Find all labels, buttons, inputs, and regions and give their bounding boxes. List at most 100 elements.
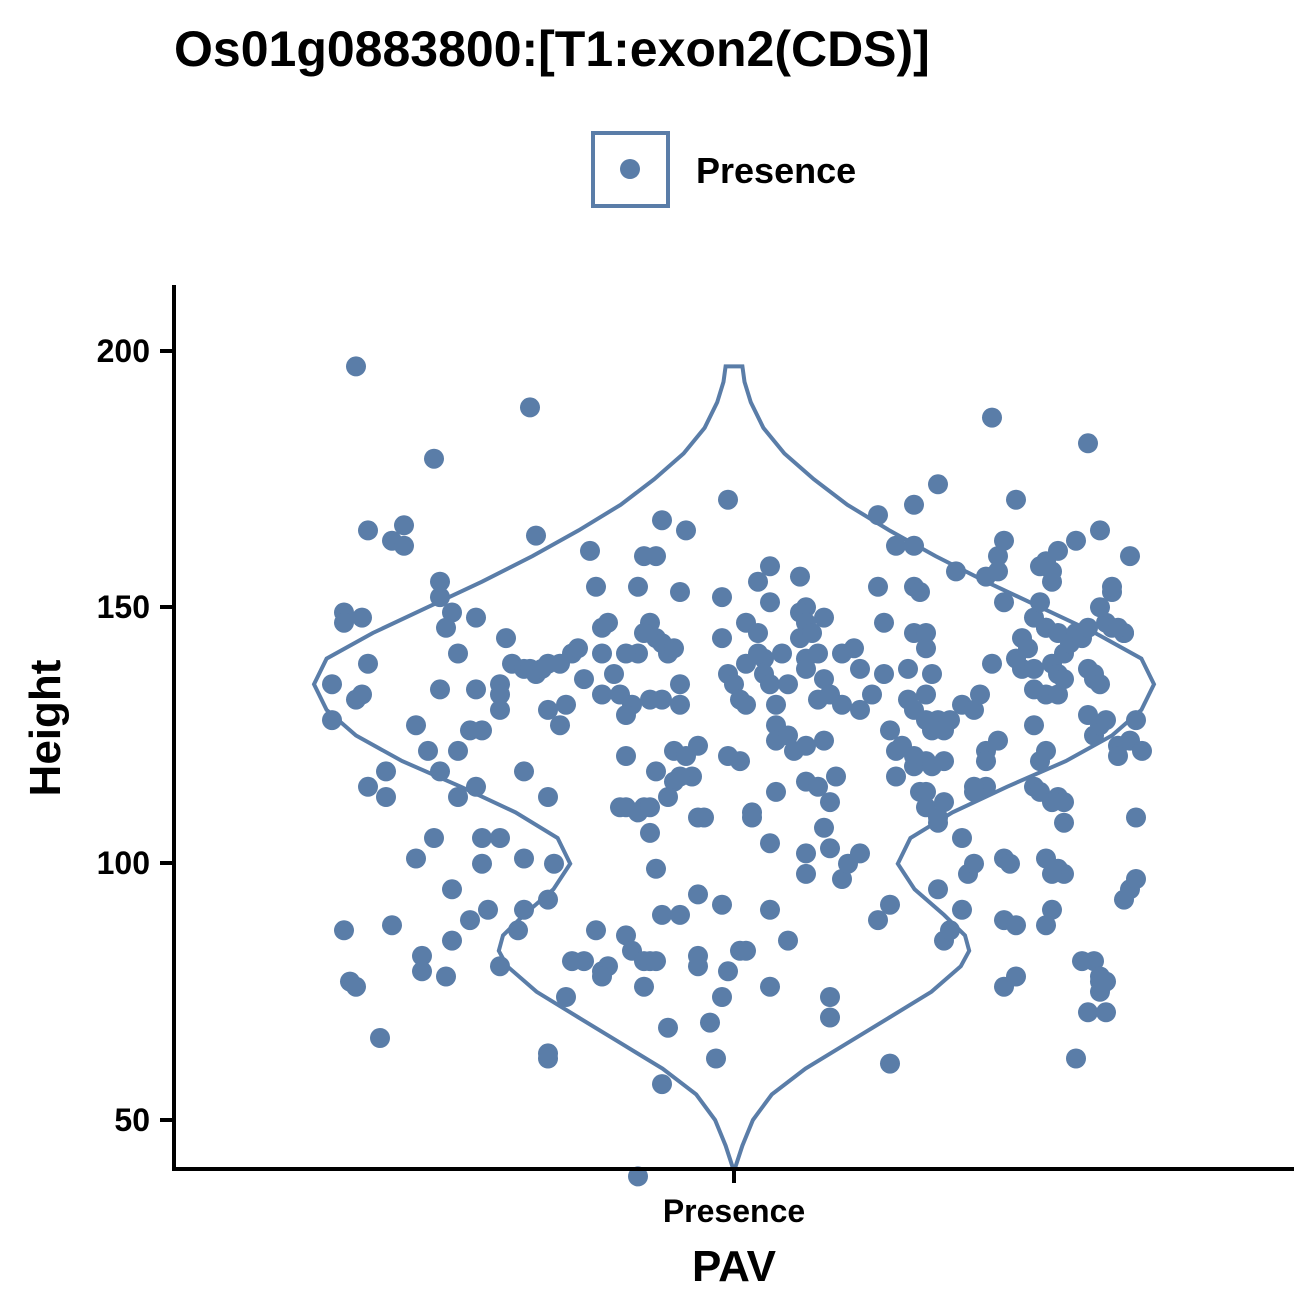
data-point (1042, 899, 1062, 920)
data-point (406, 848, 426, 869)
data-point (1096, 710, 1116, 731)
data-point (586, 576, 606, 597)
legend-key (591, 131, 670, 208)
data-point (556, 987, 576, 1007)
data-point (406, 715, 426, 736)
data-point (520, 397, 540, 418)
data-point (1090, 971, 1110, 992)
data-point (988, 561, 1008, 582)
data-point (478, 899, 498, 920)
data-point (760, 833, 780, 854)
data-point (712, 987, 732, 1007)
data-point (928, 879, 948, 900)
data-point (982, 653, 1002, 674)
data-points (322, 356, 1152, 1187)
data-point (850, 843, 870, 864)
data-point (514, 899, 534, 920)
data-point (1054, 812, 1074, 833)
data-point (802, 623, 822, 643)
x-tick-label-presence: Presence (663, 1193, 805, 1229)
data-point (790, 566, 810, 587)
data-point (658, 1017, 678, 1038)
data-point (652, 689, 672, 710)
data-point (466, 776, 486, 797)
data-point (640, 797, 660, 818)
data-point (1120, 546, 1140, 567)
data-point (742, 802, 762, 823)
data-point (916, 623, 936, 643)
data-point (430, 571, 450, 592)
y-tick-label-100: 100 (97, 845, 150, 881)
data-point (1090, 674, 1110, 695)
data-point (616, 925, 636, 946)
data-point (574, 951, 594, 972)
data-point (898, 658, 918, 679)
data-point (430, 761, 450, 782)
data-point (688, 884, 708, 905)
data-point (538, 1048, 558, 1069)
data-point (322, 674, 342, 695)
data-point (976, 751, 996, 772)
data-point (916, 797, 936, 818)
data-point (490, 828, 510, 848)
data-point (748, 643, 768, 664)
data-point (832, 694, 852, 715)
data-point (628, 1166, 648, 1187)
data-point (808, 776, 828, 797)
data-point (1078, 617, 1098, 638)
data-point (604, 664, 624, 684)
y-axis-title: Height (21, 659, 70, 796)
data-point (670, 582, 690, 602)
data-point (760, 592, 780, 613)
data-point (508, 920, 528, 941)
data-point (322, 710, 342, 731)
y-tick-label-150: 150 (97, 589, 150, 625)
data-point (1090, 597, 1110, 618)
data-point (646, 858, 666, 879)
data-point (964, 781, 984, 802)
data-point (1132, 740, 1152, 761)
data-point (1090, 520, 1110, 541)
data-point (1054, 669, 1074, 690)
data-point (1000, 853, 1020, 874)
data-point (412, 945, 432, 966)
data-point (616, 643, 636, 664)
data-point (778, 725, 798, 746)
data-point (820, 1007, 840, 1028)
data-point (724, 674, 744, 695)
data-point (448, 787, 468, 807)
data-point (760, 899, 780, 920)
data-point (634, 976, 654, 997)
data-point (1006, 648, 1026, 669)
data-point (952, 828, 972, 848)
data-point (436, 617, 456, 638)
data-point (886, 766, 906, 787)
data-point (1084, 951, 1104, 972)
data-point (346, 976, 366, 997)
data-point (532, 658, 552, 679)
data-point (688, 956, 708, 977)
data-point (652, 1074, 672, 1095)
data-point (538, 889, 558, 910)
data-point (946, 561, 966, 582)
data-point (1048, 684, 1068, 705)
y-axis: 200 150 100 50 Height (21, 285, 176, 1171)
data-point (514, 761, 534, 782)
data-point (490, 699, 510, 720)
data-point (820, 838, 840, 859)
legend-label-presence: Presence (696, 150, 856, 191)
data-point (922, 664, 942, 684)
data-point (424, 828, 444, 848)
data-point (358, 653, 378, 674)
data-point (676, 520, 696, 541)
data-point (1078, 1002, 1098, 1023)
data-point (646, 761, 666, 782)
data-point (1024, 679, 1044, 700)
data-point (880, 1053, 900, 1074)
data-point (1066, 530, 1086, 551)
data-point (472, 720, 492, 741)
data-point (1126, 807, 1146, 828)
data-point (424, 448, 444, 469)
data-point (670, 694, 690, 715)
data-point (538, 787, 558, 807)
